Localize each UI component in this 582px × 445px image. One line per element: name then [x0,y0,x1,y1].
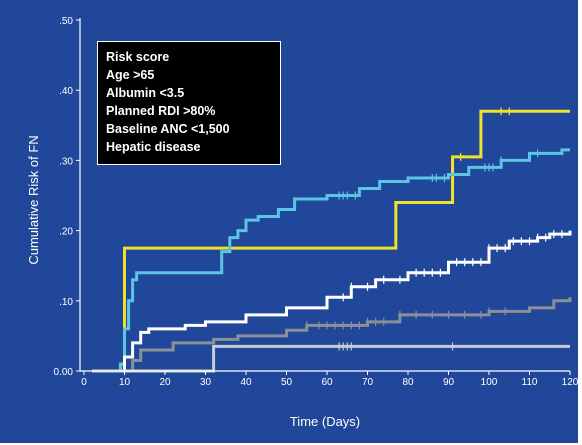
y-tick-label: .10 [59,297,73,308]
legend-box: Risk score Age >65 Albumin <3.5 Planned … [97,41,281,165]
y-tick-label: .50 [59,16,73,27]
y-axis-title: Cumulative Risk of FN [26,135,41,264]
legend-header: Risk score [106,50,170,64]
x-tick-label: 20 [159,377,171,388]
x-tick-label: 120 [562,377,578,388]
x-tick-label: 80 [402,377,414,388]
series-line-1 [92,148,570,373]
legend-entry: Hepatic disease [106,140,201,154]
y-tick-label: .30 [59,156,73,167]
x-axis-title: Time (Days) [290,414,360,429]
x-tick-label: 110 [522,377,538,388]
censor-layer [306,107,563,351]
x-tick-label: 60 [321,377,333,388]
x-tick-label: 90 [443,377,455,388]
x-tick-label: 100 [481,377,498,388]
series-line-2 [92,230,572,373]
x-tick-label: 30 [200,377,212,388]
series-line-3 [92,297,572,373]
x-tick-label: 10 [119,377,131,388]
legend-entry: Baseline ANC <1,500 [106,122,230,136]
legend-entry: Age >65 [106,68,155,82]
axes-layer [79,18,570,372]
y-tick-label: .20 [59,227,73,238]
x-tick-label: 70 [362,377,374,388]
y-tick-label: .40 [59,86,73,97]
x-tick-label: 50 [281,377,293,388]
y-tick-label: 0.00 [54,367,74,378]
legend-entry: Albumin <3.5 [106,86,185,100]
x-tick-label: 0 [81,377,87,388]
ticks-layer: 0 10 20 30 40 50 60 70 80 90 100 110 120 0.00 .10 .20 .3… [54,16,578,388]
x-tick-label: 40 [240,377,252,388]
legend-entry: Planned RDI >80% [106,104,216,118]
